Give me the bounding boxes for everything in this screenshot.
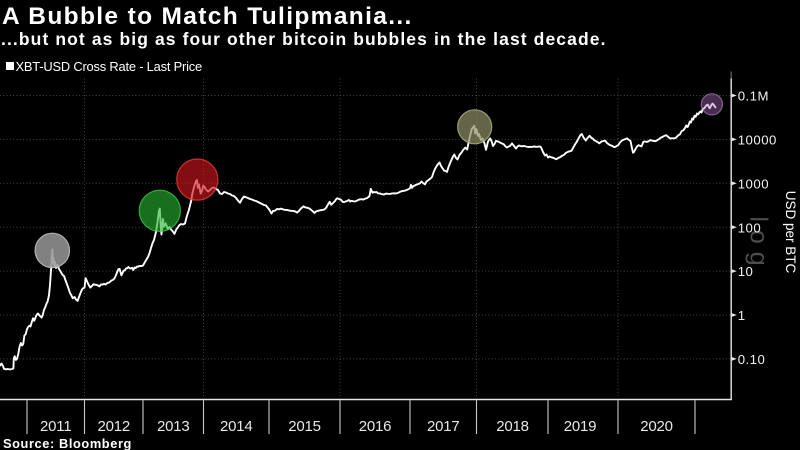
svg-text:log: log bbox=[745, 216, 773, 273]
svg-text:2020: 2020 bbox=[640, 418, 673, 435]
svg-text:2019: 2019 bbox=[564, 418, 597, 435]
svg-text:10000: 10000 bbox=[738, 133, 777, 148]
svg-text:2016: 2016 bbox=[359, 418, 392, 435]
svg-text:2013: 2013 bbox=[157, 418, 190, 435]
svg-text:1000: 1000 bbox=[738, 176, 769, 191]
svg-text:2017: 2017 bbox=[427, 418, 460, 435]
svg-text:USD per BTC: USD per BTC bbox=[783, 191, 798, 274]
svg-text:0.10: 0.10 bbox=[738, 352, 766, 367]
svg-text:2011: 2011 bbox=[40, 418, 71, 435]
svg-text:1: 1 bbox=[738, 308, 746, 323]
svg-text:100: 100 bbox=[738, 220, 762, 235]
svg-text:2012: 2012 bbox=[97, 418, 130, 435]
svg-text:10: 10 bbox=[738, 264, 754, 279]
svg-text:2014: 2014 bbox=[220, 418, 253, 435]
svg-text:2018: 2018 bbox=[496, 418, 529, 435]
svg-text:2015: 2015 bbox=[288, 418, 321, 435]
svg-text:0.1M: 0.1M bbox=[738, 89, 769, 104]
